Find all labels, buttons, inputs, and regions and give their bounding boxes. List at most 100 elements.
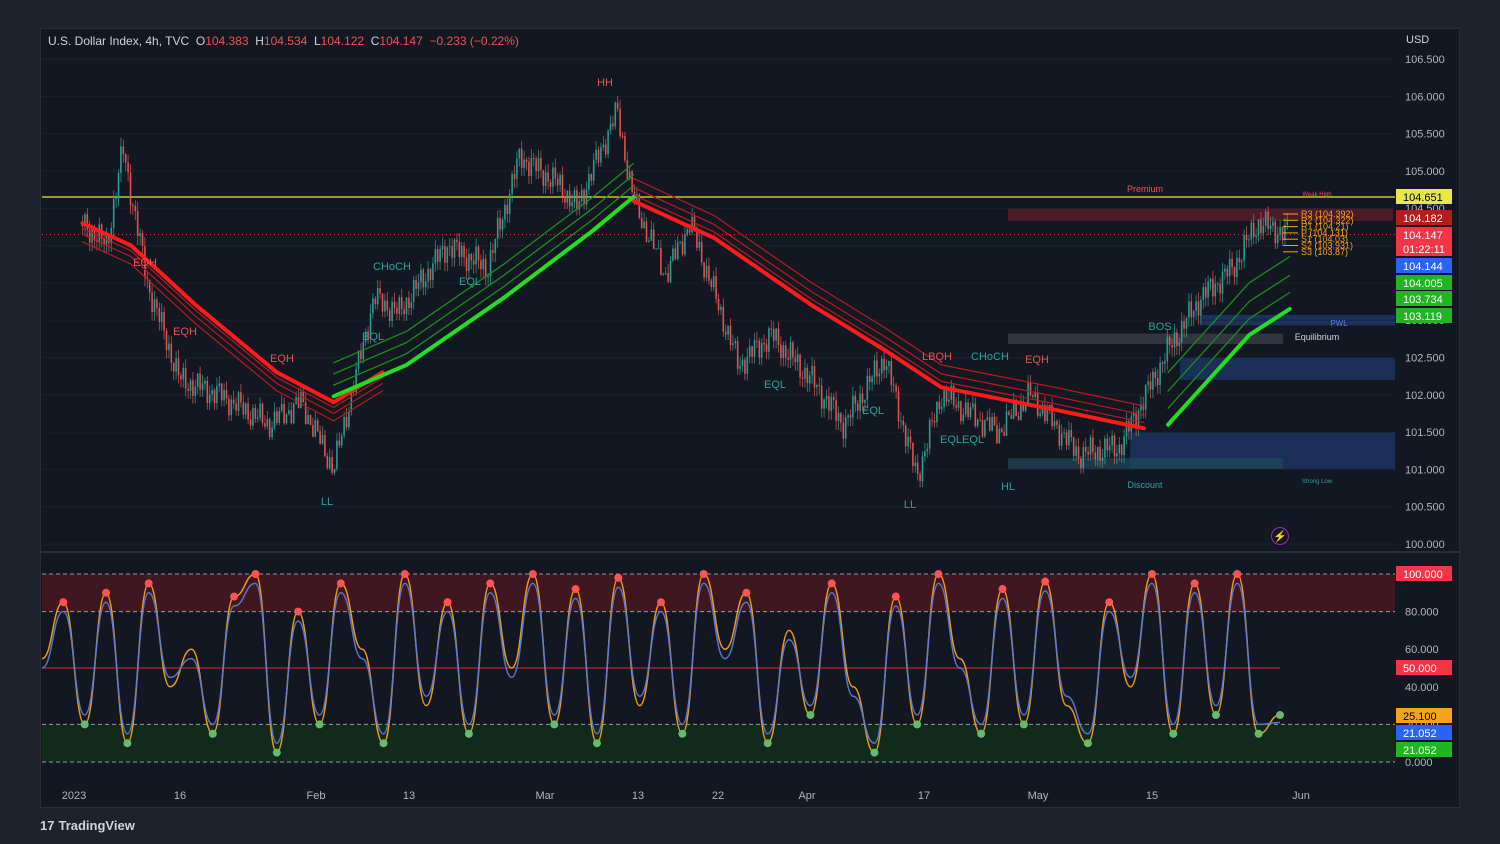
candle-body — [602, 144, 605, 148]
candle-body — [724, 331, 727, 335]
candle-body — [136, 211, 139, 237]
candle-body — [672, 248, 674, 261]
candle-body — [168, 343, 170, 350]
candle-body — [698, 241, 701, 248]
candle-body — [981, 420, 984, 437]
candle-body — [619, 108, 621, 137]
zone-label: PWL — [1330, 319, 1348, 328]
overbought-dot — [294, 607, 303, 616]
time-axis-tick: 13 — [632, 790, 644, 802]
oversold-dot — [80, 720, 89, 729]
candle-body — [127, 162, 129, 173]
candle-body — [1149, 381, 1152, 390]
candle-body — [1240, 260, 1243, 263]
candle-body — [525, 159, 528, 162]
candle-body — [657, 247, 660, 249]
candle-body — [984, 420, 986, 437]
candle-body — [741, 359, 744, 366]
candle-body — [813, 365, 816, 388]
candle-body — [1233, 267, 1236, 278]
candle-body — [192, 380, 194, 396]
candle-body — [979, 419, 981, 421]
symbol-name[interactable]: U.S. Dollar Index, 4h, TVC — [48, 34, 190, 48]
candle-body — [472, 260, 475, 265]
candle-body — [345, 417, 348, 428]
candle-body — [148, 279, 151, 293]
candle-body — [588, 174, 590, 190]
lightning-icon[interactable]: ⚡ — [1271, 527, 1289, 545]
candle-body — [830, 396, 833, 411]
candle-body — [336, 440, 338, 469]
overbought-zone — [42, 574, 1395, 612]
candle-body — [624, 136, 626, 161]
candle-body — [312, 425, 314, 437]
zone-label: Weak High — [1302, 192, 1331, 198]
candle-body — [1118, 444, 1121, 454]
candle-body — [391, 301, 393, 321]
candle-body — [816, 384, 818, 388]
candle-body — [338, 440, 341, 446]
candle-body — [201, 383, 204, 390]
candle-body — [856, 403, 859, 411]
price-axis-tick: 106.000 — [1405, 91, 1445, 103]
candle-body — [158, 307, 161, 323]
candle-body — [1221, 271, 1224, 294]
candle-body — [470, 253, 473, 261]
tradingview-logo[interactable]: 17 TradingView — [40, 818, 135, 833]
candle-body — [787, 357, 789, 360]
candle-body — [652, 229, 655, 250]
stoch-tag — [1396, 725, 1452, 740]
candle-body — [1164, 361, 1166, 364]
candle-body — [1096, 446, 1099, 460]
candle-body — [1166, 336, 1169, 362]
candle-body — [1173, 332, 1176, 348]
candle-body — [456, 239, 458, 242]
candle-body — [955, 405, 957, 408]
candle-body — [1281, 226, 1284, 241]
stoch-tag — [1396, 708, 1452, 723]
candle-body — [436, 249, 439, 262]
candle-body — [122, 146, 125, 154]
candle-body — [664, 272, 667, 275]
candle-body — [264, 423, 266, 427]
candle-body — [434, 249, 437, 264]
candle-body — [948, 399, 950, 402]
candle-body — [1120, 444, 1123, 456]
candle-body — [607, 130, 609, 155]
close-value: 104.147 — [379, 34, 423, 48]
candle-body — [177, 358, 180, 376]
candle-body — [928, 420, 931, 449]
candle-body — [775, 328, 777, 341]
candle-body — [780, 344, 782, 359]
candle-body — [1140, 404, 1142, 411]
candle-body — [643, 221, 645, 229]
low-label: L — [313, 34, 321, 48]
overbought-dot — [1105, 598, 1114, 607]
candle-body — [439, 249, 441, 262]
candle-body — [794, 357, 797, 363]
candle-body — [290, 410, 293, 424]
candle-body — [777, 328, 780, 345]
candle-body — [969, 407, 972, 417]
candle-body — [388, 310, 391, 321]
change-value: −0.233 (−0.22%) — [429, 34, 519, 48]
overbought-dot — [998, 585, 1007, 594]
candle-body — [660, 247, 662, 276]
overbought-dot — [1147, 570, 1156, 578]
candle-body — [494, 238, 497, 254]
overbought-dot — [102, 588, 111, 597]
candle-body — [871, 376, 873, 383]
candle-body — [638, 194, 641, 218]
candle-body — [710, 280, 713, 288]
candle-body — [1132, 412, 1135, 417]
candle-body — [1202, 287, 1205, 300]
ma-red-slow-line — [80, 221, 385, 405]
stoch-axis-tick: 60.000 — [1405, 644, 1439, 656]
oversold-dot — [464, 729, 473, 738]
candle-body — [420, 269, 422, 283]
oversold-dot — [913, 720, 922, 729]
candle-body — [957, 401, 960, 408]
pivot-label: P (104.131) — [1301, 228, 1348, 238]
candle-body — [1236, 257, 1238, 278]
